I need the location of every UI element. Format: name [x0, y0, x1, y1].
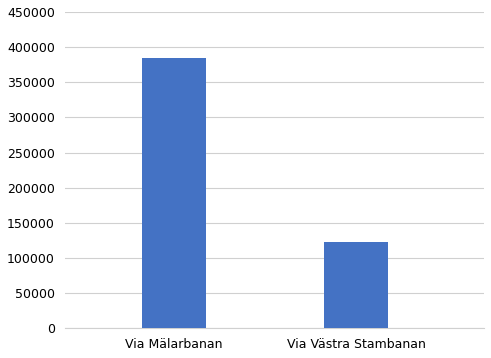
Bar [142, 58, 206, 328]
Bar [325, 242, 388, 328]
